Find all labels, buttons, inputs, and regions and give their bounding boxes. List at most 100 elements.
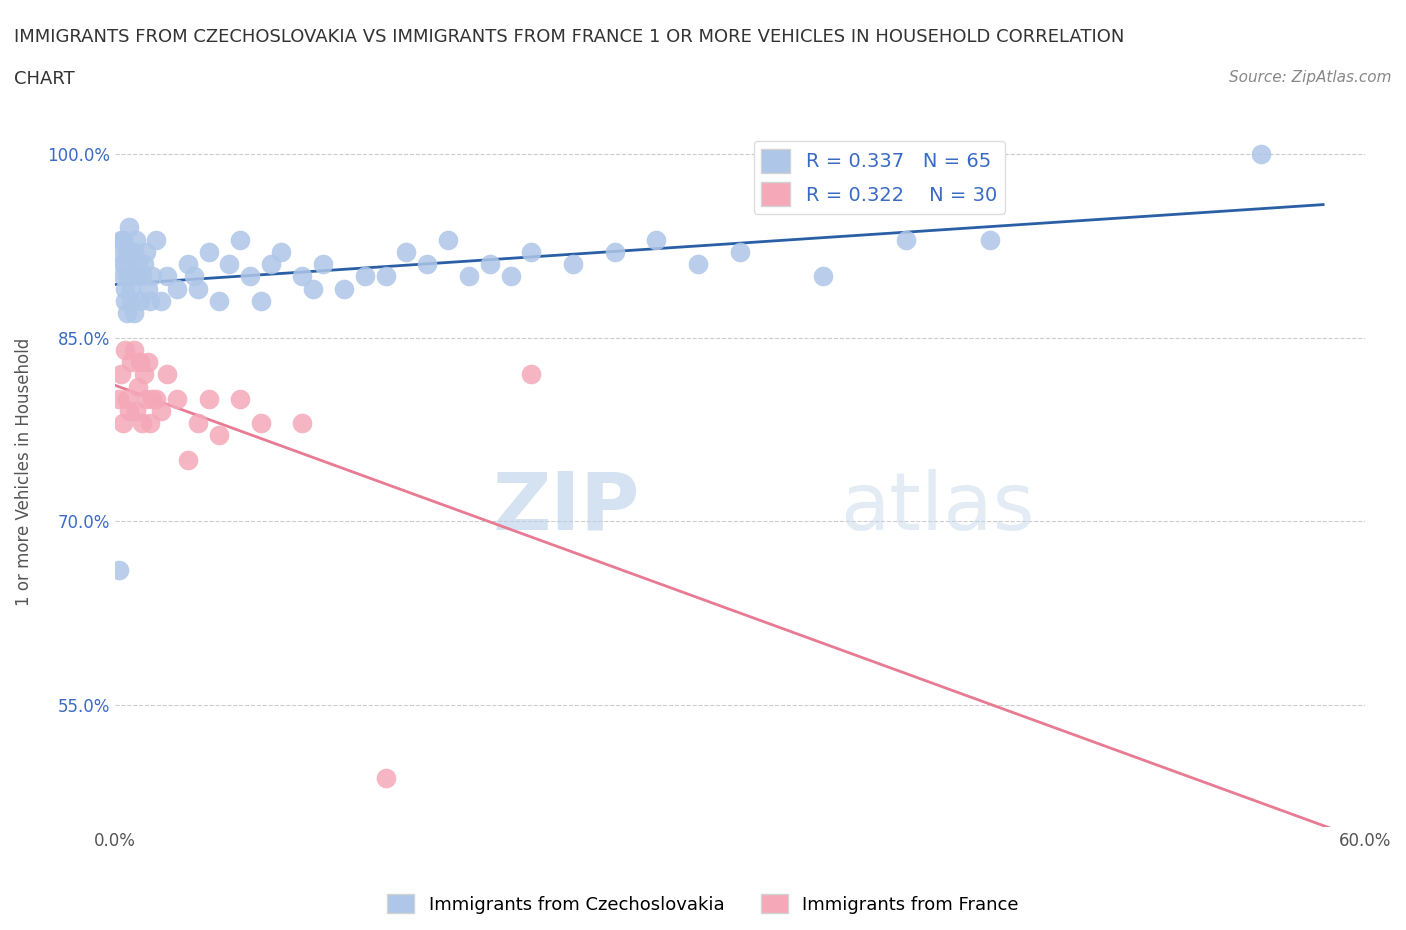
Point [187, 281, 209, 296]
Point [811, 269, 834, 284]
Point [117, 392, 139, 406]
Point [416, 257, 439, 272]
Point [110, 366, 132, 381]
Point [166, 392, 188, 406]
Text: IMMIGRANTS FROM CZECHOSLOVAKIA VS IMMIGRANTS FROM FRANCE 1 OR MORE VEHICLES IN H: IMMIGRANTS FROM CZECHOSLOVAKIA VS IMMIGR… [14, 28, 1125, 46]
Point [183, 269, 205, 284]
Point [291, 416, 314, 431]
Point [520, 366, 543, 381]
Point [395, 245, 418, 259]
Point [208, 428, 231, 443]
Text: atlas: atlas [839, 469, 1035, 547]
Point [149, 404, 172, 418]
Point [131, 269, 153, 284]
Legend: Immigrants from Czechoslovakia, Immigrants from France: Immigrants from Czechoslovakia, Immigran… [380, 887, 1026, 921]
Point [603, 245, 626, 259]
Point [688, 257, 710, 272]
Point [896, 232, 918, 247]
Point [478, 257, 501, 272]
Point [124, 232, 146, 247]
Point [176, 257, 198, 272]
Point [141, 269, 163, 284]
Point [124, 404, 146, 418]
Point [120, 281, 142, 296]
Point [301, 281, 323, 296]
Point [562, 257, 585, 272]
Point [112, 257, 135, 272]
Point [122, 245, 145, 259]
Point [645, 232, 668, 247]
Point [112, 232, 135, 247]
Point [120, 293, 142, 308]
Point [114, 342, 136, 357]
Point [979, 232, 1001, 247]
Point [260, 257, 283, 272]
Point [132, 366, 155, 381]
Point [117, 306, 139, 321]
Point [218, 257, 240, 272]
Point [374, 771, 396, 786]
Point [312, 257, 335, 272]
Point [458, 269, 481, 284]
Point [197, 245, 219, 259]
Point [108, 392, 131, 406]
Point [249, 416, 271, 431]
Point [108, 563, 131, 578]
Point [117, 245, 139, 259]
Point [1250, 147, 1272, 162]
Point [118, 404, 141, 418]
Point [136, 281, 159, 296]
Point [120, 354, 142, 369]
Point [437, 232, 460, 247]
Point [124, 269, 146, 284]
Point [149, 293, 172, 308]
Point [127, 257, 149, 272]
Point [270, 245, 292, 259]
Point [229, 392, 252, 406]
Point [135, 392, 157, 406]
Point [208, 293, 231, 308]
Point [118, 220, 141, 235]
Point [110, 232, 132, 247]
Point [139, 293, 162, 308]
Text: ZIP: ZIP [492, 469, 640, 547]
Point [114, 293, 136, 308]
Point [118, 269, 141, 284]
Point [136, 354, 159, 369]
Point [132, 257, 155, 272]
Point [197, 392, 219, 406]
Point [110, 245, 132, 259]
Point [122, 306, 145, 321]
Point [333, 281, 356, 296]
Point [291, 269, 314, 284]
Text: CHART: CHART [14, 70, 75, 87]
Point [374, 269, 396, 284]
Point [187, 416, 209, 431]
Text: Source: ZipAtlas.com: Source: ZipAtlas.com [1229, 70, 1392, 85]
Point [128, 293, 150, 308]
Point [139, 416, 162, 431]
Point [131, 416, 153, 431]
Point [145, 232, 167, 247]
Point [499, 269, 522, 284]
Point [156, 269, 179, 284]
Point [141, 392, 163, 406]
Point [728, 245, 751, 259]
Point [353, 269, 375, 284]
Point [128, 354, 150, 369]
Legend: R = 0.337   N = 65, R = 0.322    N = 30: R = 0.337 N = 65, R = 0.322 N = 30 [754, 141, 1005, 214]
Point [249, 293, 271, 308]
Point [112, 269, 135, 284]
Y-axis label: 1 or more Vehicles in Household: 1 or more Vehicles in Household [15, 338, 32, 606]
Point [114, 281, 136, 296]
Point [145, 392, 167, 406]
Point [176, 453, 198, 468]
Point [156, 366, 179, 381]
Point [239, 269, 262, 284]
Point [127, 379, 149, 394]
Point [117, 269, 139, 284]
Point [135, 245, 157, 259]
Point [520, 245, 543, 259]
Point [112, 416, 135, 431]
Point [166, 281, 188, 296]
